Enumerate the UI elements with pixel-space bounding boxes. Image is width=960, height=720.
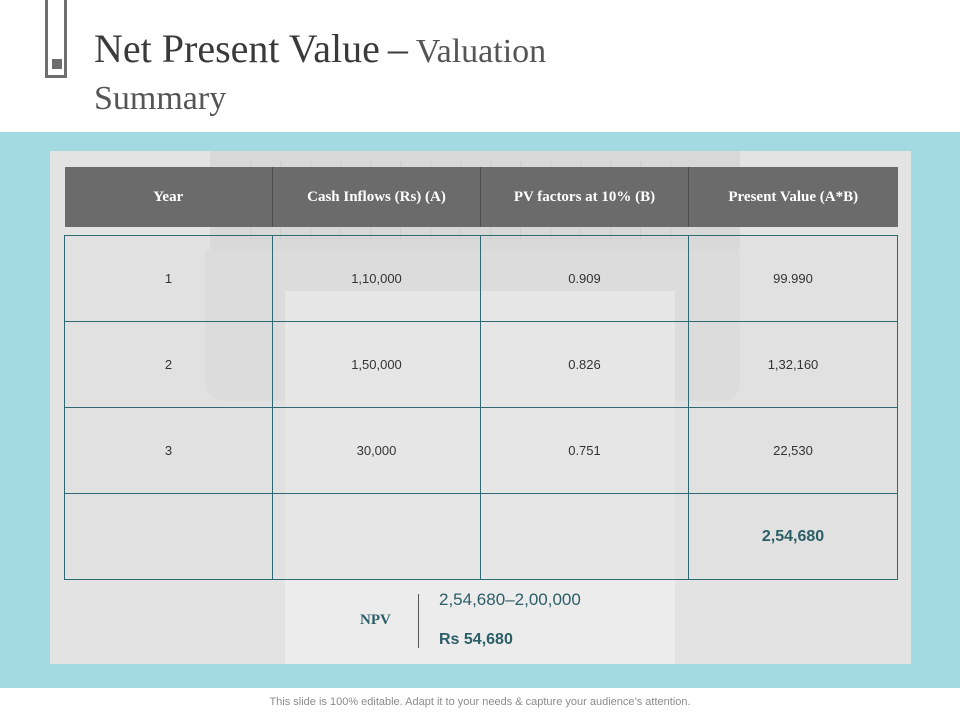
title-separator: – [387,26,408,71]
header-pv-factors: PV factors at 10% (B) [480,167,689,227]
footer-note: This slide is 100% editable. Adapt it to… [269,696,691,708]
npv-calc-b: 2,00,000 [514,590,581,609]
cell-present-value: 1,32,160 [688,321,898,408]
page-title: Net Present Value – Valuation Summary [94,26,794,122]
npv-divider [418,594,419,648]
header-year: Year [64,167,273,227]
cell-pv-factor: 0.826 [480,321,689,408]
cell-empty [64,493,273,580]
cell-pv-factor: 0.909 [480,235,689,322]
header-present-value: Present Value (A*B) [688,167,898,227]
title-main: Net Present Value [94,26,380,71]
table-row: 2 1,50,000 0.826 1,32,160 [64,321,898,408]
title-sub-line2: Summary [94,80,227,117]
cell-empty [480,493,689,580]
npv-label: NPV [360,612,391,628]
title-sub-line1: Valuation [415,33,547,70]
table-row: 3 30,000 0.751 22,530 [64,407,898,494]
cell-total-present-value: 2,54,680 [688,493,898,580]
npv-calc-a: 2,54,680 [439,590,506,609]
cell-cash-inflow: 1,10,000 [272,235,481,322]
cell-year: 2 [64,321,273,408]
npv-calculation: 2,54,680–2,00,000 [439,590,581,610]
cell-pv-factor: 0.751 [480,407,689,494]
table-total-row: 2,54,680 [64,493,898,580]
cell-cash-inflow: 1,50,000 [272,321,481,408]
cell-year: 1 [64,235,273,322]
table-row: 1 1,10,000 0.909 99.990 [64,235,898,322]
cell-present-value: 99.990 [688,235,898,322]
cell-empty [272,493,481,580]
cell-cash-inflow: 30,000 [272,407,481,494]
title-marker-icon [45,0,67,78]
cell-present-value: 22,530 [688,407,898,494]
header-cash-inflows: Cash Inflows (Rs) (A) [272,167,481,227]
table-header-row: Year Cash Inflows (Rs) (A) PV factors at… [64,167,898,227]
slide-header: Net Present Value – Valuation Summary [0,0,960,132]
npv-result: Rs 54,680 [439,631,513,648]
valuation-table: Year Cash Inflows (Rs) (A) PV factors at… [64,167,898,580]
npv-calc-minus: – [505,590,515,609]
cell-year: 3 [64,407,273,494]
